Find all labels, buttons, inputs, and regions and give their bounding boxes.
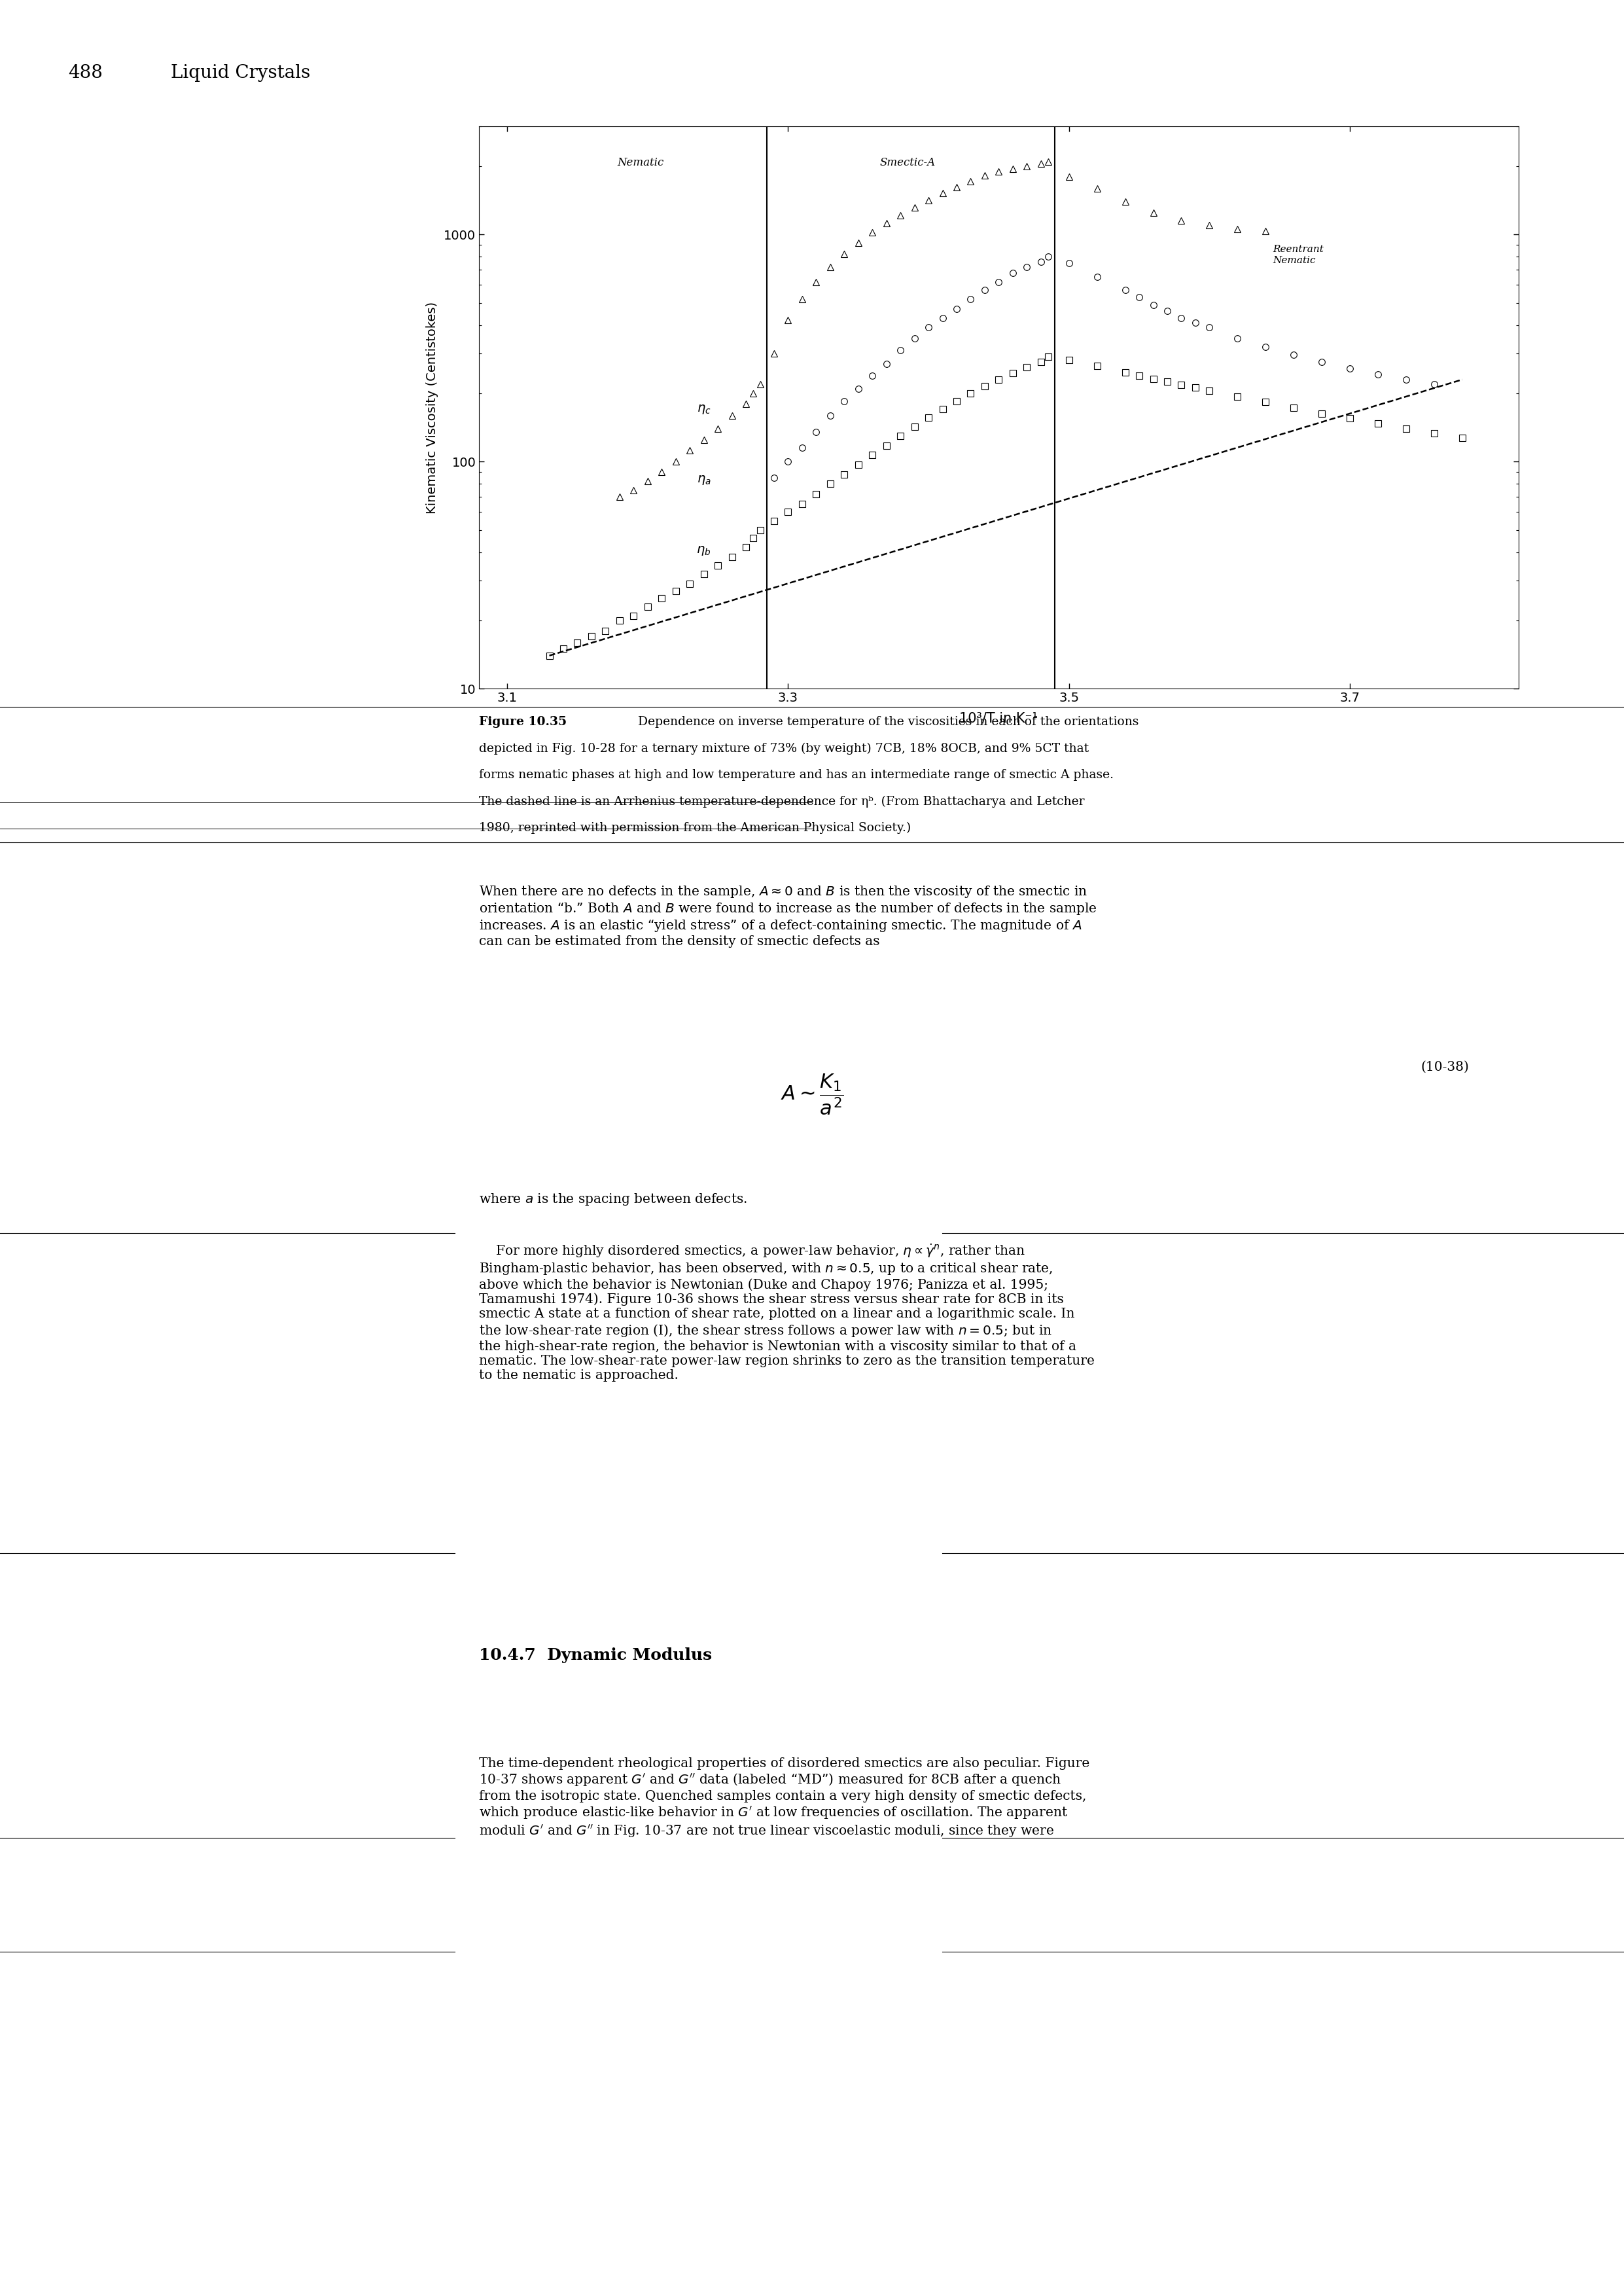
Text: (10-38): (10-38) — [1421, 1061, 1470, 1072]
X-axis label: 10³/T in K⁻¹: 10³/T in K⁻¹ — [960, 712, 1038, 726]
Text: Figure 10.35: Figure 10.35 — [479, 716, 575, 728]
Text: $A \sim \dfrac{K_1}{a^2}$: $A \sim \dfrac{K_1}{a^2}$ — [781, 1072, 843, 1116]
Text: forms nematic phases at high and low temperature and has an intermediate range o: forms nematic phases at high and low tem… — [479, 769, 1114, 781]
Text: 488: 488 — [68, 64, 102, 83]
Text: Smectic-A: Smectic-A — [880, 156, 935, 168]
Text: The time-dependent rheological properties of disordered smectics are also peculi: The time-dependent rheological propertie… — [479, 1759, 1090, 1839]
Text: $\eta_c$: $\eta_c$ — [697, 402, 711, 416]
Text: For more highly disordered smectics, a power-law behavior, $\eta \propto \dot{\g: For more highly disordered smectics, a p… — [479, 1242, 1095, 1382]
Y-axis label: Kinematic Viscosity (Centistokes): Kinematic Viscosity (Centistokes) — [425, 301, 438, 514]
Text: The dashed line is an Arrhenius temperature-dependence for ηᵇ. (From Bhattachary: The dashed line is an Arrhenius temperat… — [479, 794, 1085, 808]
Text: depicted in Fig. 10-28 for a ternary mixture of 73% (by weight) 7CB, 18% 8OCB, a: depicted in Fig. 10-28 for a ternary mix… — [479, 744, 1090, 755]
Text: 1980, reprinted with permission from the American Physical Society.): 1980, reprinted with permission from the… — [479, 822, 911, 833]
Text: Nematic: Nematic — [617, 156, 664, 168]
Text: Reentrant
Nematic: Reentrant Nematic — [1273, 246, 1324, 264]
Text: Liquid Crystals: Liquid Crystals — [171, 64, 310, 83]
Text: where $a$ is the spacing between defects.: where $a$ is the spacing between defects… — [479, 1192, 747, 1208]
Text: Dependence on inverse temperature of the viscosities in each of the orientations: Dependence on inverse temperature of the… — [638, 716, 1138, 728]
Text: When there are no defects in the sample, $A \approx 0$ and $B$ is then the visco: When there are no defects in the sample,… — [479, 884, 1098, 948]
Text: 10.4.7  Dynamic Modulus: 10.4.7 Dynamic Modulus — [479, 1649, 711, 1662]
Text: $\eta_a$: $\eta_a$ — [697, 473, 711, 487]
Text: $\eta_b$: $\eta_b$ — [697, 544, 711, 558]
